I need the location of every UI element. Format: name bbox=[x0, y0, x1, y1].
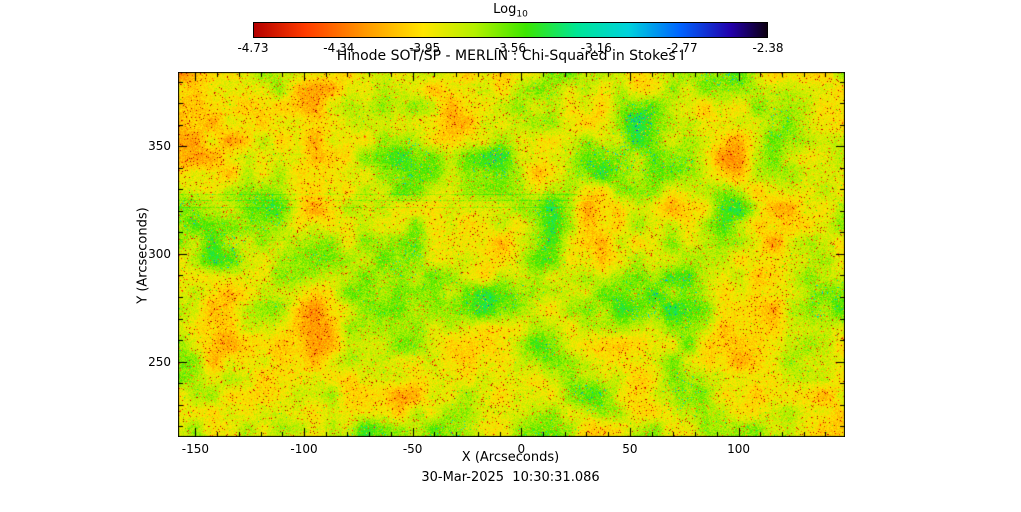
colorbar-tick-label: -2.77 bbox=[666, 41, 698, 55]
colorbar-tick-label: -2.38 bbox=[752, 41, 784, 55]
colorbar-tick-label: -4.73 bbox=[237, 41, 269, 55]
y-axis-label: Y (Arcseconds) bbox=[135, 207, 151, 304]
colorbar-tick-label: -3.95 bbox=[409, 41, 441, 55]
colorbar-title: Log10 bbox=[253, 2, 768, 20]
x-tick-label: -150 bbox=[181, 442, 209, 456]
y-tick-label: 350 bbox=[148, 139, 171, 154]
x-axis-label: X (Arcseconds) bbox=[461, 450, 560, 465]
timestamp-caption: 30-Mar-2025 10:30:31.086 bbox=[421, 470, 600, 485]
colorbar-tick-labels: -4.73 -4.34 -3.95 -3.56 -3.16 -2.77 -2.38 bbox=[237, 41, 783, 55]
y-tick-label: 300 bbox=[148, 246, 171, 261]
heatmap-canvas bbox=[178, 72, 845, 437]
colorbar-tick-label: -3.56 bbox=[494, 41, 527, 55]
plot-title: Hinode SOT/SP - MERLIN : Chi-Squared in … bbox=[336, 48, 685, 64]
colorbar-tick-label: -3.16 bbox=[580, 41, 612, 55]
colorbar bbox=[253, 22, 768, 38]
colorbar-title-main: Log bbox=[493, 2, 517, 17]
x-tick-label: -100 bbox=[290, 442, 318, 456]
colorbar-title-sub: 10 bbox=[516, 9, 528, 20]
y-tick-label: 250 bbox=[148, 354, 171, 369]
x-tick-label: 50 bbox=[622, 442, 638, 456]
colorbar-tick-label: -4.34 bbox=[323, 41, 355, 55]
x-tick-label: 0 bbox=[517, 442, 526, 456]
x-tick-label: 100 bbox=[727, 442, 750, 456]
x-tick-label: -50 bbox=[402, 442, 423, 456]
